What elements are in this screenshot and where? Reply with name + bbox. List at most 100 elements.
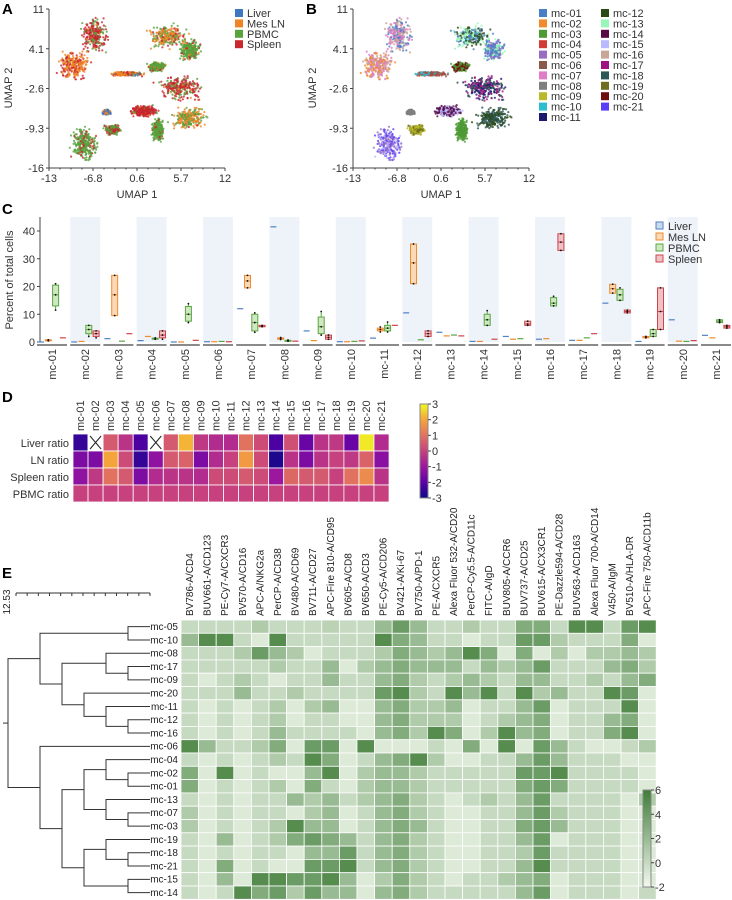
umap-point — [389, 30, 392, 33]
umap-point — [395, 19, 399, 22]
umap-point — [61, 50, 64, 53]
umap-point — [75, 61, 78, 64]
umap-point — [74, 78, 77, 81]
umap-point — [398, 47, 401, 50]
x-tick-label: 0.6 — [129, 173, 144, 185]
umap-point — [104, 108, 107, 111]
umap-point — [487, 47, 490, 51]
umap-point — [194, 53, 197, 56]
panel-label-a: A — [2, 1, 13, 18]
umap-point — [81, 43, 85, 46]
umap-point — [406, 17, 409, 20]
umap-point — [186, 75, 189, 78]
umap-point — [154, 125, 158, 128]
umap-point — [498, 94, 501, 97]
umap-point — [152, 113, 155, 116]
umap-point — [478, 91, 481, 94]
umap-point — [377, 72, 380, 76]
umap-point — [88, 128, 91, 131]
umap-point — [161, 36, 165, 39]
umap-point — [152, 26, 155, 29]
umap-point — [479, 84, 482, 87]
umap-point — [406, 36, 409, 39]
umap-point — [150, 133, 153, 136]
umap-point — [468, 26, 471, 29]
umap-point — [193, 126, 196, 129]
umap-point — [78, 59, 81, 62]
umap-point — [157, 45, 160, 48]
umap-point — [477, 27, 480, 30]
umap-point — [189, 118, 192, 121]
umap-point — [493, 118, 496, 121]
umap-point — [132, 107, 135, 110]
umap-point — [175, 30, 178, 33]
legend-label: Spleen — [247, 39, 281, 51]
umap-point — [148, 113, 151, 117]
umap-point — [205, 115, 208, 118]
umap-point — [183, 108, 186, 111]
umap-point — [497, 50, 500, 54]
umap-point — [477, 94, 480, 97]
umap-point — [376, 64, 379, 67]
umap-point — [139, 112, 142, 115]
umap-point — [506, 114, 509, 117]
umap-point — [105, 131, 109, 134]
umap-point — [91, 19, 95, 22]
umap-point — [88, 38, 91, 41]
umap-point — [157, 109, 160, 112]
umap-point — [485, 84, 488, 87]
umap-point — [197, 84, 200, 87]
umap-point — [91, 140, 94, 143]
umap-point — [475, 39, 478, 42]
umap-point — [389, 59, 392, 62]
umap-point — [494, 38, 497, 41]
umap-point — [491, 32, 495, 35]
umap-point — [488, 120, 491, 123]
umap-point — [504, 119, 507, 122]
umap-point — [183, 79, 186, 82]
umap-point — [96, 30, 100, 34]
umap-point — [75, 143, 78, 146]
panel-label-b: B — [306, 1, 317, 18]
umap-point — [90, 29, 93, 32]
umap-point — [484, 50, 487, 53]
umap-point — [149, 30, 152, 34]
umap-point — [191, 91, 194, 94]
umap-point — [161, 28, 164, 32]
umap-point — [482, 85, 485, 88]
umap-point — [492, 53, 495, 57]
umap-point — [408, 25, 411, 28]
umap-point — [501, 51, 504, 54]
umap-point — [480, 80, 484, 83]
umap-point — [102, 17, 105, 20]
umap-point — [177, 87, 180, 90]
umap-point — [492, 57, 496, 60]
umap-point — [174, 91, 177, 94]
umap-point — [187, 117, 190, 120]
umap-point — [470, 121, 474, 124]
umap-point — [85, 59, 88, 62]
umap-point — [488, 52, 491, 55]
umap-point — [155, 129, 158, 132]
umap-point — [486, 55, 489, 58]
umap-point — [400, 42, 403, 45]
umap-point — [87, 28, 90, 31]
umap-point — [158, 127, 161, 130]
umap-point — [186, 97, 189, 100]
umap-point — [462, 34, 465, 37]
umap-point — [192, 85, 195, 88]
umap-point — [177, 98, 180, 102]
umap-point — [75, 54, 78, 57]
umap-point — [69, 63, 72, 66]
umap-point — [467, 94, 470, 97]
umap-point — [408, 36, 411, 39]
umap-point — [117, 126, 120, 129]
umap-point — [137, 114, 140, 117]
umap-point — [185, 47, 189, 50]
umap-point — [150, 106, 153, 109]
umap-point — [95, 37, 98, 41]
umap-point — [202, 114, 205, 117]
legend-swatch — [235, 9, 243, 17]
umap-point — [138, 73, 141, 76]
umap-point — [498, 53, 501, 56]
